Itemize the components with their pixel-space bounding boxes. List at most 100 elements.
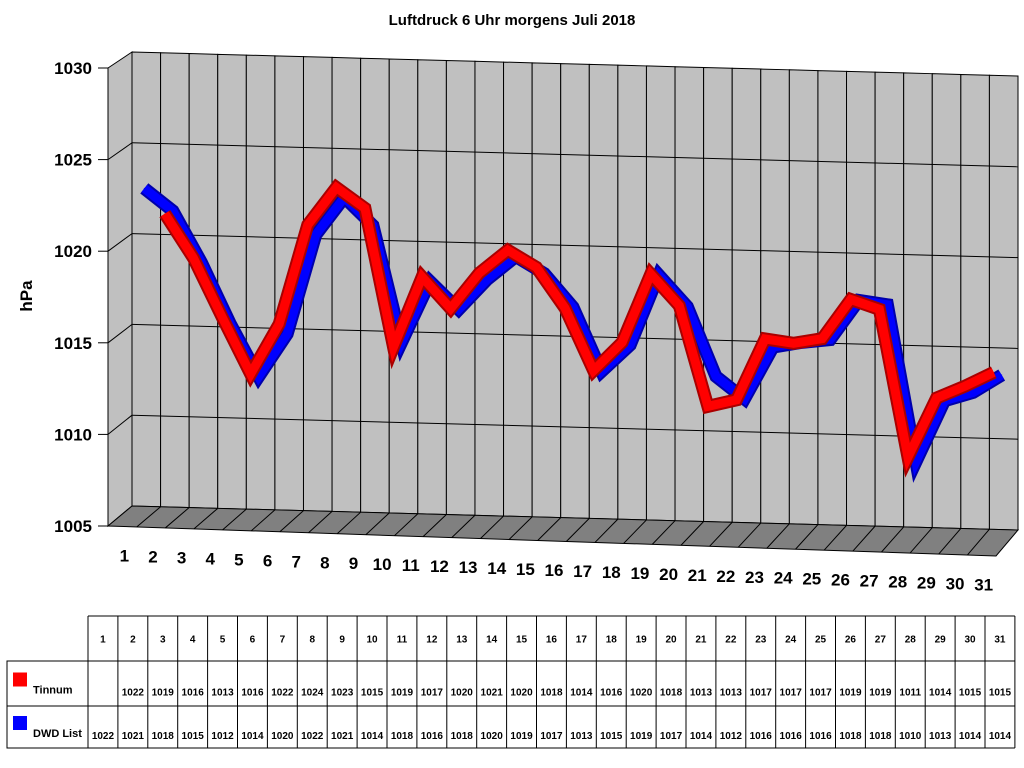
gridline xyxy=(107,142,133,161)
table-value-cell: 1019 xyxy=(510,731,533,742)
gridline xyxy=(131,414,1019,440)
floor-line xyxy=(680,521,704,546)
legend-swatch xyxy=(13,716,27,730)
table-value-cell: 1014 xyxy=(959,731,982,742)
table-header-cell: 27 xyxy=(875,635,887,646)
floor-line xyxy=(336,511,361,535)
y-tick-label: 1005 xyxy=(54,517,92,536)
table-value-cell: 1018 xyxy=(540,688,563,699)
table-header-cell: 2 xyxy=(130,635,136,646)
floor-line xyxy=(909,527,933,554)
table-value-cell: 1021 xyxy=(122,731,145,742)
data-point xyxy=(250,373,252,375)
floor-line xyxy=(709,521,733,547)
gridline xyxy=(131,142,1019,168)
wall-panel xyxy=(245,54,276,511)
table-value-cell: 1015 xyxy=(600,731,623,742)
floor-line xyxy=(508,516,533,540)
table-value-cell: 1022 xyxy=(122,688,145,699)
wall-panel xyxy=(788,69,819,526)
table-value-cell: 1015 xyxy=(182,731,205,742)
x-tick-label: 1 xyxy=(120,546,129,565)
floor-line xyxy=(565,518,590,542)
data-point xyxy=(364,207,366,209)
x-tick-label: 3 xyxy=(177,548,186,567)
floor-line xyxy=(766,523,790,549)
table-value-cell: 1016 xyxy=(750,731,773,742)
table-value-cell: 1010 xyxy=(899,731,922,742)
floor-line xyxy=(250,509,276,532)
data-table: 1 2 3 4 5 6 7 8 9 10 11 12 13 14 15 16 17 18 19 20 21 22 23 24 2… xyxy=(6,615,1016,749)
side-wall xyxy=(107,51,133,528)
table-value-cell: 1015 xyxy=(361,688,384,699)
data-point xyxy=(258,376,260,378)
gridline xyxy=(107,414,133,435)
table-header-cell: 31 xyxy=(994,635,1006,646)
wall-panel xyxy=(503,61,533,518)
data-point xyxy=(907,456,909,458)
x-tick-label: 15 xyxy=(516,560,535,579)
table-value-cell: 1019 xyxy=(152,688,175,699)
x-tick-label: 11 xyxy=(402,556,420,575)
table-header-cell: 4 xyxy=(190,635,196,646)
table-value-cell: 1017 xyxy=(540,731,563,742)
table-header-cell: 12 xyxy=(426,635,438,646)
table-value-cell: 1021 xyxy=(331,731,354,742)
floor-line xyxy=(422,514,447,538)
floor-line xyxy=(938,528,962,555)
table-value-cell: 1016 xyxy=(241,688,264,699)
table-header-cell: 26 xyxy=(845,635,857,646)
table-value-cell: 1013 xyxy=(720,688,743,699)
data-point xyxy=(715,375,717,377)
table-header-cell: 17 xyxy=(576,635,588,646)
floor-line xyxy=(480,515,504,539)
floor-line xyxy=(164,507,190,529)
wall-panel xyxy=(131,51,162,508)
y-axis-label: hPa xyxy=(17,280,36,312)
data-point xyxy=(164,213,166,215)
legend-swatch xyxy=(13,672,27,687)
data-point xyxy=(1001,374,1003,376)
table-value-cell: 1014 xyxy=(929,688,952,699)
floor-line xyxy=(193,507,219,530)
floor-line xyxy=(623,519,647,544)
wall-panel xyxy=(331,56,362,513)
table-value-cell: 1017 xyxy=(660,731,683,742)
floor-line xyxy=(136,506,161,528)
table-value-cell: 1020 xyxy=(271,731,294,742)
data-point xyxy=(915,461,917,463)
table-value-cell: 1014 xyxy=(690,731,713,742)
data-point xyxy=(678,305,680,307)
table-header-cell: 22 xyxy=(725,635,737,646)
data-point xyxy=(964,385,966,387)
data-point xyxy=(772,346,774,348)
x-tick-label: 27 xyxy=(860,572,879,591)
table-value-cell: 1011 xyxy=(899,688,921,699)
data-point xyxy=(878,308,880,310)
table-value-cell: 1022 xyxy=(271,688,294,699)
table-value-cell: 1018 xyxy=(660,688,683,699)
table-header-cell: 15 xyxy=(516,635,528,646)
data-point xyxy=(735,399,737,401)
table-value-cell: 1012 xyxy=(720,731,743,742)
floor-line xyxy=(852,525,876,552)
floor-line xyxy=(308,511,333,534)
data-point xyxy=(821,338,823,340)
table-header-cell: 14 xyxy=(486,635,498,646)
floor-line xyxy=(881,526,905,553)
floor-line xyxy=(279,510,304,533)
table-value-cell: 1020 xyxy=(630,688,653,699)
table-value-cell: 1017 xyxy=(809,688,832,699)
data-point xyxy=(743,398,745,400)
wall-panel xyxy=(217,53,247,510)
x-tick-label: 24 xyxy=(774,569,793,588)
table-header-cell: 19 xyxy=(636,635,648,646)
table-value-cell: 1016 xyxy=(780,731,803,742)
data-point xyxy=(993,371,995,373)
x-tick-label: 26 xyxy=(831,571,850,590)
table-value-cell: 1013 xyxy=(690,688,713,699)
floor-line xyxy=(737,522,762,548)
x-tick-label: 23 xyxy=(745,568,764,587)
floor-line xyxy=(394,513,419,537)
